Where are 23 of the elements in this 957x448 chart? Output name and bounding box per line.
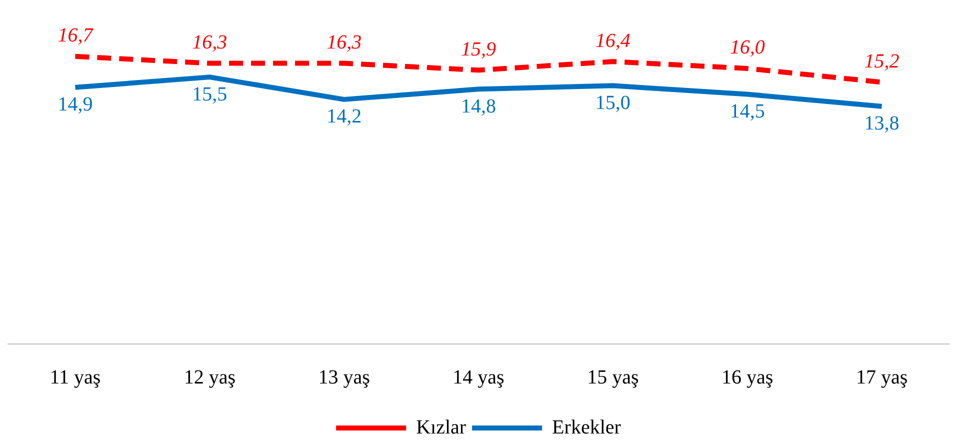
data-label: 14,9 (58, 94, 93, 116)
x-tick-label: 14 yaş (452, 366, 505, 388)
legend-label: Erkekler (552, 416, 622, 438)
data-label: 16,7 (58, 24, 94, 47)
data-label: 16,3 (326, 32, 362, 54)
data-label: 15,0 (595, 92, 630, 114)
x-tick-label: 16 yaş (722, 366, 774, 388)
data-label: 16,4 (595, 30, 630, 52)
data-label: 16,0 (730, 36, 765, 59)
data-label: 14,2 (326, 106, 362, 128)
x-tick-label: 12 yaş (184, 366, 236, 388)
x-tick-label: 11 yaş (50, 366, 101, 388)
data-label: 15,9 (461, 38, 496, 60)
legend-label: Kızlar (416, 416, 466, 438)
data-label: 14,5 (730, 100, 765, 123)
data-label: 15,2 (864, 50, 900, 72)
data-label: 13,8 (864, 112, 900, 135)
x-tick-label: 15 yaş (587, 366, 639, 388)
x-tick-label: 13 yaş (318, 366, 370, 388)
data-label: 15,5 (192, 83, 228, 106)
data-label: 16,3 (192, 32, 228, 54)
data-label: 14,8 (461, 95, 496, 118)
x-tick-label: 17 yaş (856, 366, 908, 388)
